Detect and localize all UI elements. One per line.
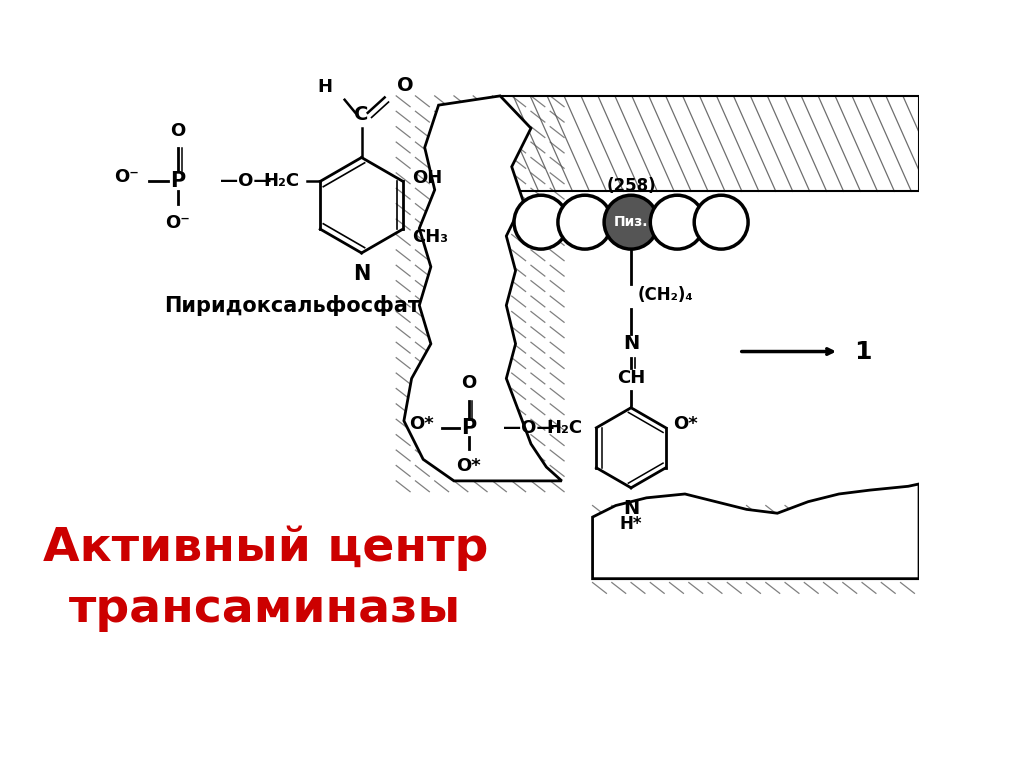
Circle shape bbox=[694, 196, 749, 249]
Text: 1: 1 bbox=[854, 340, 871, 364]
Text: OH: OH bbox=[412, 169, 442, 186]
Polygon shape bbox=[593, 484, 920, 578]
Text: H*: H* bbox=[620, 515, 642, 533]
Text: —O—: —O— bbox=[503, 419, 554, 436]
Text: H: H bbox=[317, 78, 333, 97]
Polygon shape bbox=[403, 96, 562, 481]
Text: P: P bbox=[461, 418, 476, 438]
Text: O: O bbox=[461, 374, 476, 392]
Text: O: O bbox=[397, 76, 414, 94]
Circle shape bbox=[604, 196, 658, 249]
Text: (258): (258) bbox=[606, 177, 656, 195]
Text: H₂C: H₂C bbox=[263, 173, 299, 190]
Text: Пиз.: Пиз. bbox=[613, 216, 648, 229]
Text: N: N bbox=[623, 334, 639, 354]
Text: O: O bbox=[170, 121, 185, 140]
Circle shape bbox=[514, 196, 568, 249]
Circle shape bbox=[650, 196, 705, 249]
Text: N: N bbox=[353, 264, 371, 284]
Text: трансаминазы: трансаминазы bbox=[70, 587, 462, 632]
Text: O*: O* bbox=[674, 415, 698, 433]
Text: N: N bbox=[623, 499, 639, 518]
Circle shape bbox=[558, 196, 611, 249]
Text: H₂C: H₂C bbox=[547, 419, 583, 436]
Text: C: C bbox=[354, 105, 369, 123]
Text: O⁻: O⁻ bbox=[165, 214, 190, 232]
Text: P: P bbox=[170, 171, 185, 191]
Text: CH: CH bbox=[616, 370, 645, 387]
Text: Пиридоксальфосфат: Пиридоксальфосфат bbox=[164, 295, 420, 316]
Text: O⁻: O⁻ bbox=[115, 168, 139, 186]
Text: O*: O* bbox=[456, 457, 481, 475]
Text: O*: O* bbox=[410, 415, 434, 433]
Text: CH₃: CH₃ bbox=[412, 228, 449, 245]
Text: —O—: —O— bbox=[220, 173, 271, 190]
Text: Активный центр: Активный центр bbox=[43, 525, 488, 571]
Text: (CH₂)₄: (CH₂)₄ bbox=[637, 286, 693, 304]
